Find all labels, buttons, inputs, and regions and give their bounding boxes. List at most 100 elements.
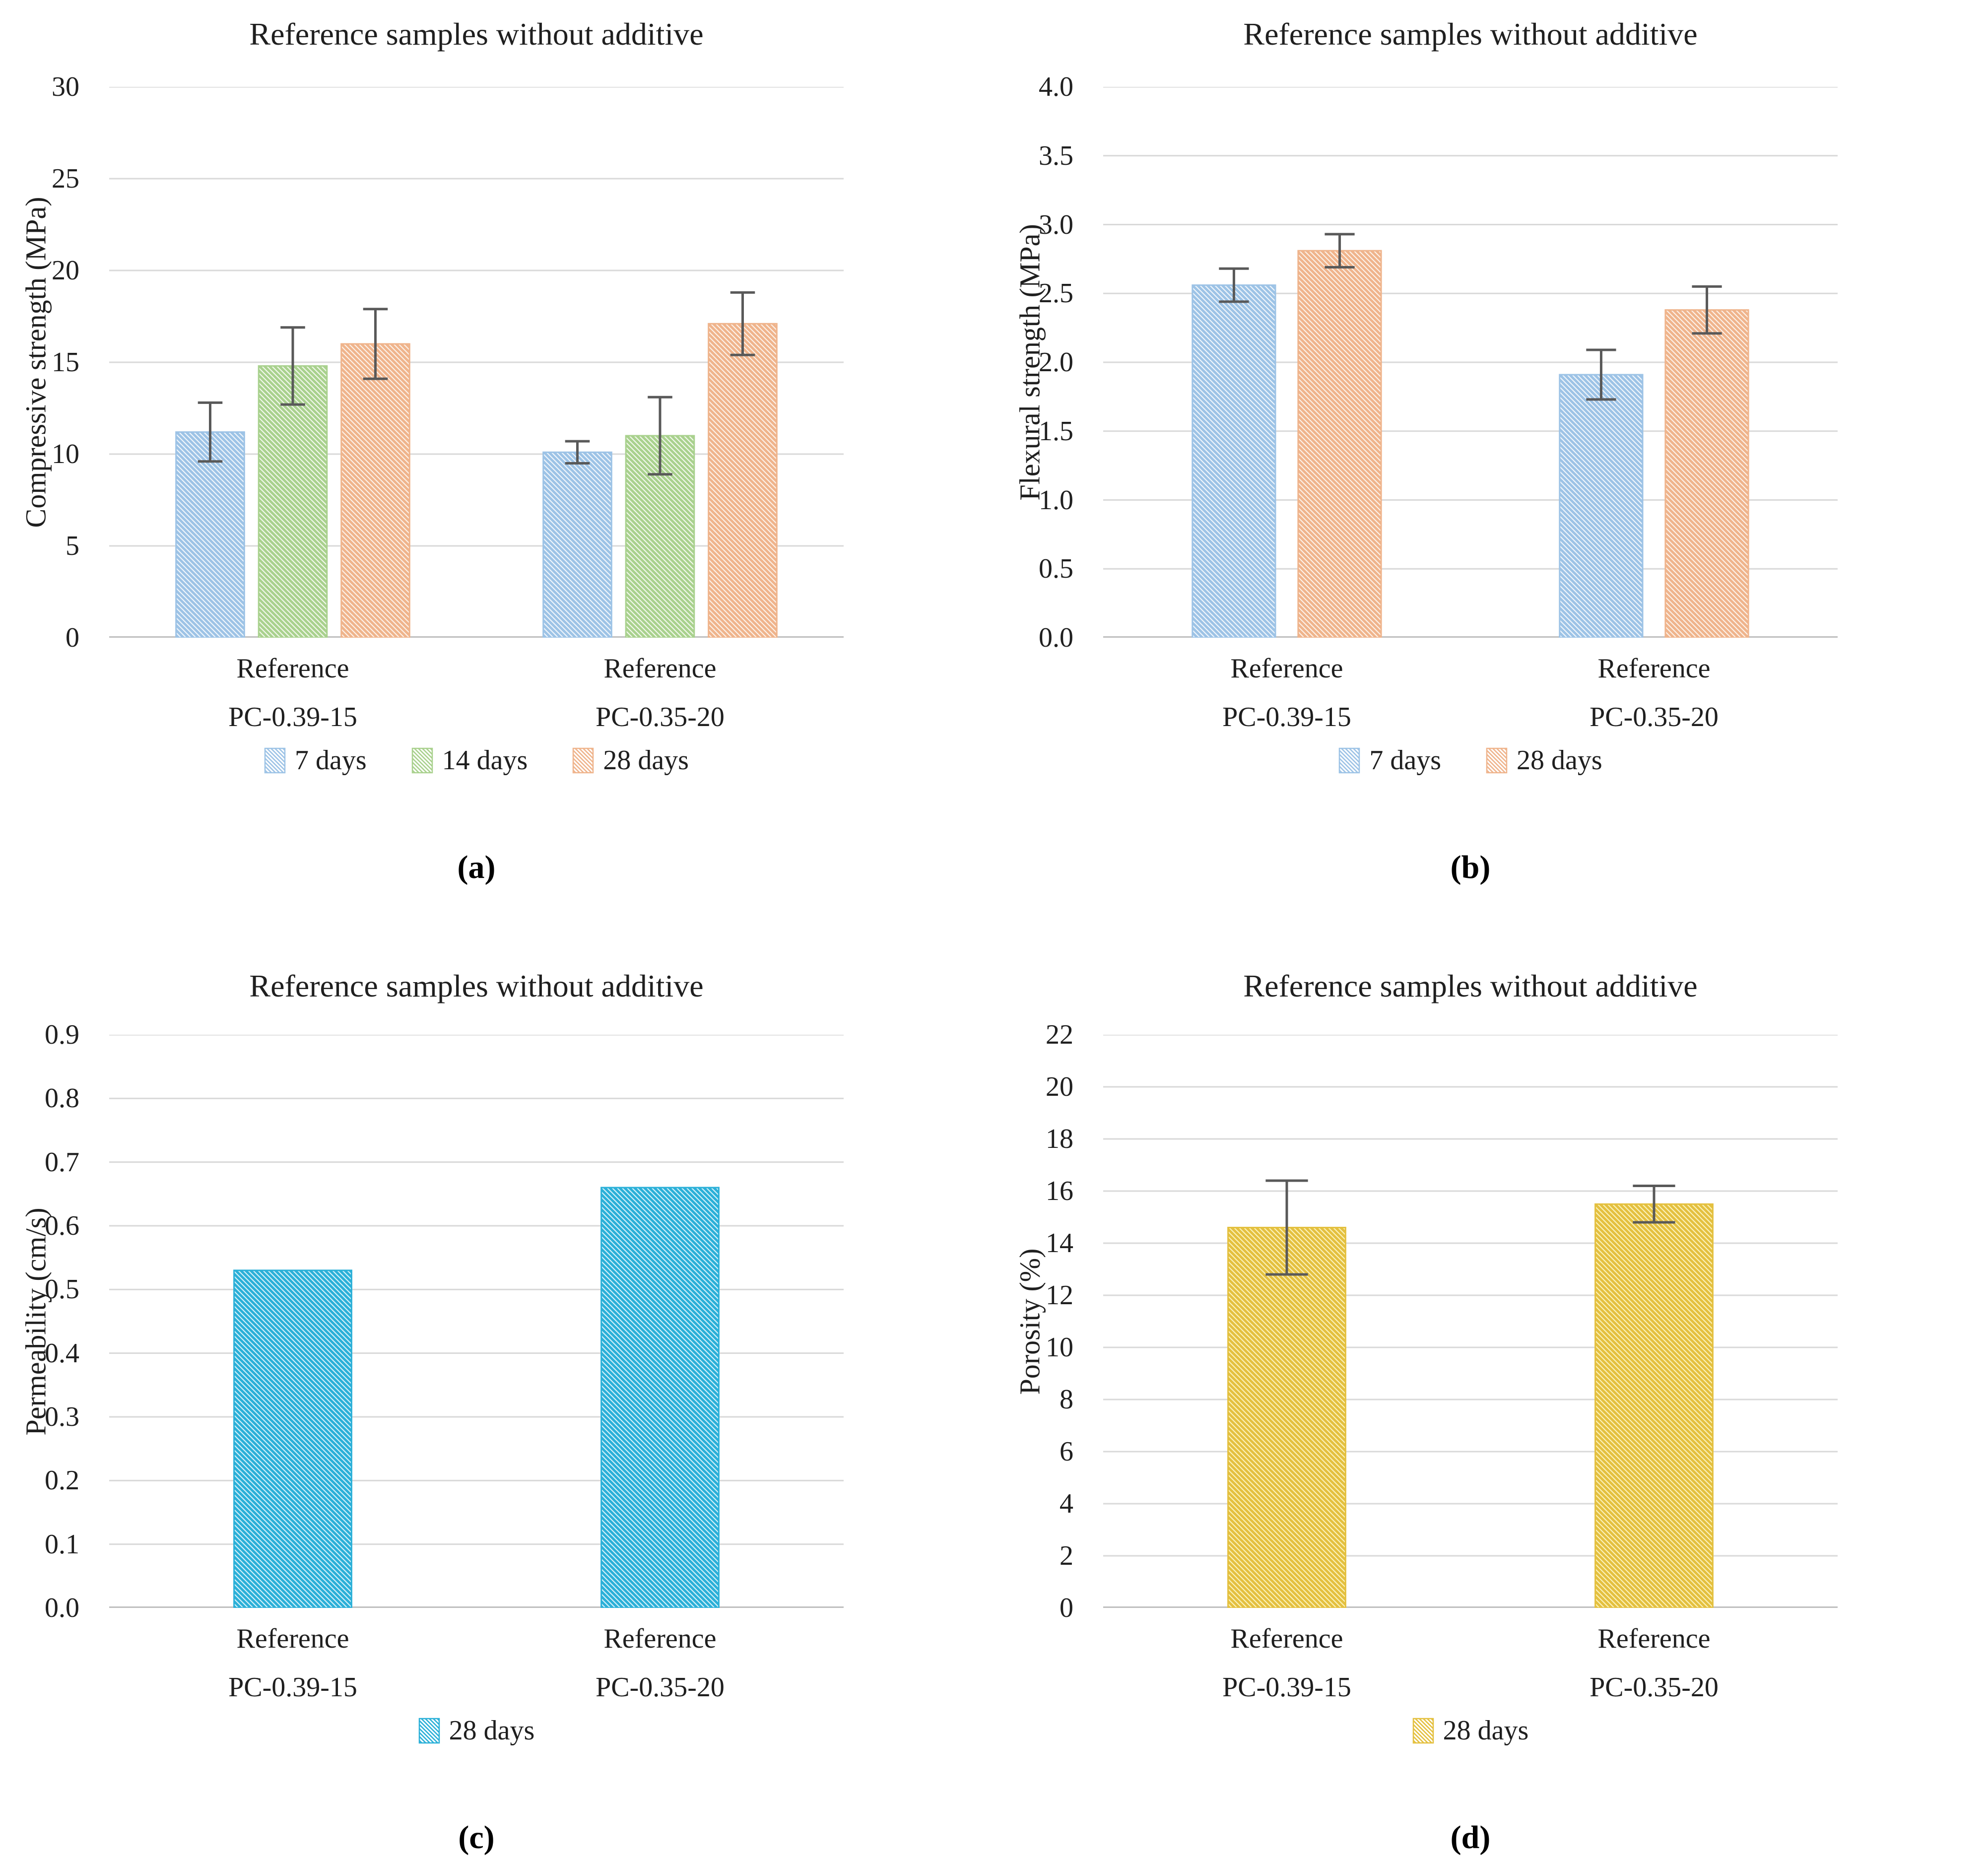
x-category-label: Reference PC-0.39-15	[1103, 1625, 1470, 1701]
y-tick-label: 16	[1046, 1176, 1073, 1206]
y-tick-label: 18	[1046, 1124, 1073, 1154]
y-tick-label: 0.9	[45, 1019, 79, 1050]
y-tick-label: 10	[52, 439, 79, 469]
y-tick-label: 1.5	[1039, 415, 1073, 447]
legend-label: 28 days	[449, 1715, 535, 1746]
y-tick-label: 4	[1060, 1488, 1073, 1519]
chart-title: Reference samples without additive	[249, 16, 704, 52]
x-category-label: Reference PC-0.39-15	[1103, 655, 1470, 731]
y-tick-label: 0	[66, 622, 79, 653]
legend-item: 28 days	[572, 744, 689, 776]
plot-area: 0 2 4 6 8 10 12 14 16 18 20 22 Reference PC-0.39-15 Re…	[1046, 1021, 1838, 1701]
legend-label: 28 days	[1443, 1715, 1529, 1746]
legend-item: 14 days	[411, 744, 528, 776]
y-tick-label: 0.0	[45, 1593, 79, 1623]
legend-item: 28 days	[1412, 1715, 1529, 1746]
error-bar	[1586, 348, 1616, 401]
y-tick-label: 0.1	[45, 1529, 79, 1560]
y-tick-label: 0.7	[45, 1146, 79, 1178]
y-tick-label: 3.5	[1039, 140, 1073, 171]
legend: 7 days 28 days	[1103, 744, 1838, 776]
chart-panel-c: Reference samples without additive Perme…	[0, 933, 994, 1866]
y-axis-label: Porosity (%)	[1013, 1248, 1046, 1395]
x-category-line: Reference	[1230, 1623, 1343, 1654]
x-category-line: PC-0.39-15	[228, 702, 357, 733]
legend-item: 7 days	[1338, 744, 1441, 776]
bar	[1227, 1227, 1346, 1608]
x-category-line: Reference	[236, 653, 349, 684]
legend: 7 days 14 days 28 days	[109, 744, 844, 776]
bar	[1664, 309, 1749, 638]
y-tick-label: 0.2	[45, 1465, 79, 1496]
y-tick-label: 2	[1060, 1540, 1073, 1571]
x-category-line: PC-0.39-15	[1222, 702, 1351, 733]
legend-swatch	[264, 747, 286, 773]
y-tick-label: 20	[52, 255, 79, 286]
panel-letter: (c)	[458, 1819, 495, 1856]
error-bar	[1219, 267, 1249, 303]
x-category-line: Reference	[1597, 653, 1711, 684]
error-bar	[1325, 233, 1355, 269]
legend-item: 7 days	[264, 744, 367, 776]
x-category-line: PC-0.35-20	[596, 1672, 725, 1703]
chart-panel-a: Reference samples without additive Compr…	[0, 0, 994, 933]
x-category-line: PC-0.35-20	[1590, 702, 1719, 733]
y-tick-label: 20	[1046, 1071, 1073, 1102]
legend-swatch	[411, 747, 433, 773]
x-category-line: PC-0.35-20	[596, 702, 725, 733]
legend-swatch	[1339, 747, 1360, 773]
y-tick-label: 0.0	[1039, 622, 1073, 653]
y-tick-label: 15	[52, 347, 79, 378]
error-bar	[280, 326, 305, 406]
bar	[340, 343, 410, 638]
chart-canvas	[1103, 1035, 1838, 1608]
y-tick-label: 0.6	[45, 1210, 79, 1241]
y-tick-label: 14	[1046, 1228, 1073, 1259]
legend-label: 28 days	[1517, 745, 1602, 776]
y-tick-label: 0.3	[45, 1401, 79, 1432]
bar	[1297, 250, 1382, 638]
panel-letter: (b)	[1450, 849, 1491, 885]
error-bar	[565, 440, 590, 465]
y-tick-label: 6	[1060, 1436, 1073, 1467]
x-category-line: PC-0.39-15	[228, 1672, 357, 1703]
legend-item: 28 days	[1486, 744, 1602, 776]
chart-canvas	[1103, 87, 1838, 638]
y-tick-label: 2.5	[1039, 278, 1073, 309]
legend-label: 28 days	[603, 745, 689, 776]
x-category-line: PC-0.35-20	[1590, 1672, 1719, 1703]
bar	[233, 1269, 352, 1608]
plot-area: 0.0 0.5 1.0 1.5 2.0 2.5 3.0 3.5 4.0 Reference PC-0…	[1039, 73, 1838, 731]
y-tick-label: 12	[1046, 1280, 1073, 1311]
y-tick-label: 3.0	[1039, 209, 1073, 240]
y-tick-label: 5	[66, 531, 79, 561]
y-tick-label: 10	[1046, 1332, 1073, 1363]
legend-swatch	[418, 1718, 440, 1743]
legend-label: 7 days	[295, 745, 367, 776]
y-tick-label: 8	[1060, 1384, 1073, 1415]
error-bar	[1692, 285, 1722, 335]
panel-letter: (d)	[1450, 1819, 1491, 1856]
x-category-label: Reference PC-0.35-20	[1470, 1625, 1838, 1701]
chart-panel-d: Reference samples without additive Poros…	[994, 933, 1988, 1866]
y-tick-label: 0.4	[45, 1337, 79, 1369]
x-category-line: Reference	[1230, 653, 1343, 684]
plot-area: 0 5 10 15 20 25 30 Reference PC-0.39-15 Reference…	[52, 73, 844, 731]
bar	[1559, 374, 1644, 638]
bar	[1594, 1203, 1714, 1608]
y-tick-label: 25	[52, 163, 79, 194]
error-bar	[648, 396, 672, 476]
bar	[258, 365, 328, 638]
y-tick-label: 1.0	[1039, 484, 1073, 516]
x-category-label: Reference PC-0.35-20	[1470, 655, 1838, 731]
x-category-line: Reference	[603, 1623, 717, 1654]
legend: 28 days	[109, 1715, 844, 1746]
chart-canvas	[109, 87, 844, 638]
error-bar	[363, 308, 388, 380]
legend-swatch	[573, 747, 594, 773]
chart-title: Reference samples without additive	[1243, 968, 1698, 1003]
y-tick-label: 0.5	[1039, 553, 1073, 585]
plot-area: 0.0 0.1 0.2 0.3 0.4 0.5 0.6 0.7 0.8 0.9 Reference P…	[45, 1021, 844, 1701]
bar	[708, 323, 778, 638]
